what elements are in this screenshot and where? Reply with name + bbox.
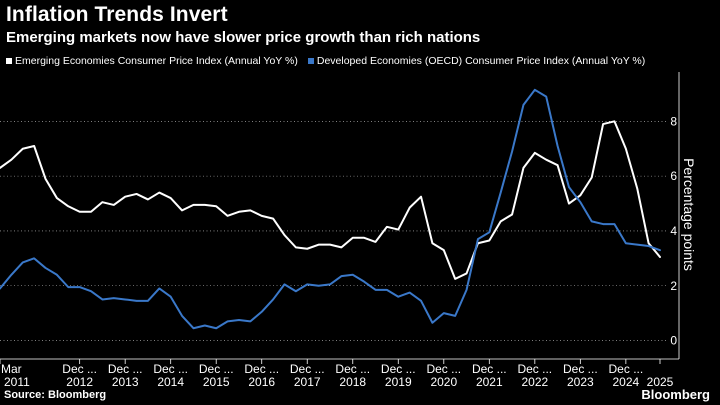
x-tick-year: 2014 <box>157 375 184 389</box>
chart-subtitle: Emerging markets now have slower price g… <box>6 29 481 46</box>
x-tick-label: Dec ... <box>472 362 507 376</box>
x-tick-label: Dec ... <box>426 362 461 376</box>
source-note: Source: Bloomberg <box>4 389 107 401</box>
legend-label-emerging: Emerging Economies Consumer Price Index … <box>15 55 298 67</box>
x-tick-label: Dec ... <box>563 362 598 376</box>
legend-swatch-developed <box>307 58 314 64</box>
x-tick-year: 2024 <box>613 375 640 389</box>
y-tick-label: 6 <box>670 169 677 183</box>
x-tick-label: Dec ... <box>244 362 279 376</box>
x-tick-label: Dec ... <box>62 362 97 376</box>
x-tick-year: 2015 <box>203 375 230 389</box>
chart-title: Inflation Trends Invert <box>6 3 228 26</box>
x-tick-year: 2017 <box>294 375 321 389</box>
x-tick-label: Dec ... <box>199 362 234 376</box>
x-tick-label: Dec ... <box>517 362 552 376</box>
x-tick-year: 2012 <box>66 375 93 389</box>
y-tick-label: 0 <box>670 334 677 348</box>
x-tick-year: 2013 <box>112 375 139 389</box>
x-tick-year: 2022 <box>521 375 548 389</box>
x-tick-label: Dec ... <box>108 362 143 376</box>
y-axis-title: Percentage points <box>681 158 697 271</box>
x-tick-label: Dec ... <box>381 362 416 376</box>
x-tick-year: 2021 <box>476 375 503 389</box>
legend-item-developed: Developed Economies (OECD) Consumer Pric… <box>307 55 646 67</box>
y-tick-label: 2 <box>670 279 677 293</box>
x-tick-label: Dec ... <box>609 362 644 376</box>
legend-label-developed: Developed Economies (OECD) Consumer Pric… <box>316 55 646 67</box>
legend-swatch-emerging <box>6 58 12 64</box>
x-tick-year: 2025 <box>647 375 674 389</box>
x-tick-year: 2019 <box>385 375 412 389</box>
x-tick-year: 2018 <box>339 375 366 389</box>
bloomberg-logo: Bloomberg <box>641 387 710 402</box>
x-tick-year: 2023 <box>567 375 594 389</box>
x-tick-label: Mar <box>1 362 22 376</box>
legend-item-emerging: Emerging Economies Consumer Price Index … <box>6 55 298 67</box>
x-tick-label: Dec ... <box>153 362 188 376</box>
y-tick-label: 4 <box>670 224 677 238</box>
series-line-developed <box>0 88 661 330</box>
y-tick-label: 8 <box>670 114 677 128</box>
x-tick-label: Dec ... <box>290 362 325 376</box>
x-tick-label: Dec ... <box>335 362 370 376</box>
x-tick-year: 2011 <box>4 375 30 389</box>
x-tick-year: 2016 <box>248 375 275 389</box>
legend: Emerging Economies Consumer Price Index … <box>6 55 645 67</box>
series-line-emerging <box>0 120 661 280</box>
x-tick-year: 2020 <box>430 375 457 389</box>
